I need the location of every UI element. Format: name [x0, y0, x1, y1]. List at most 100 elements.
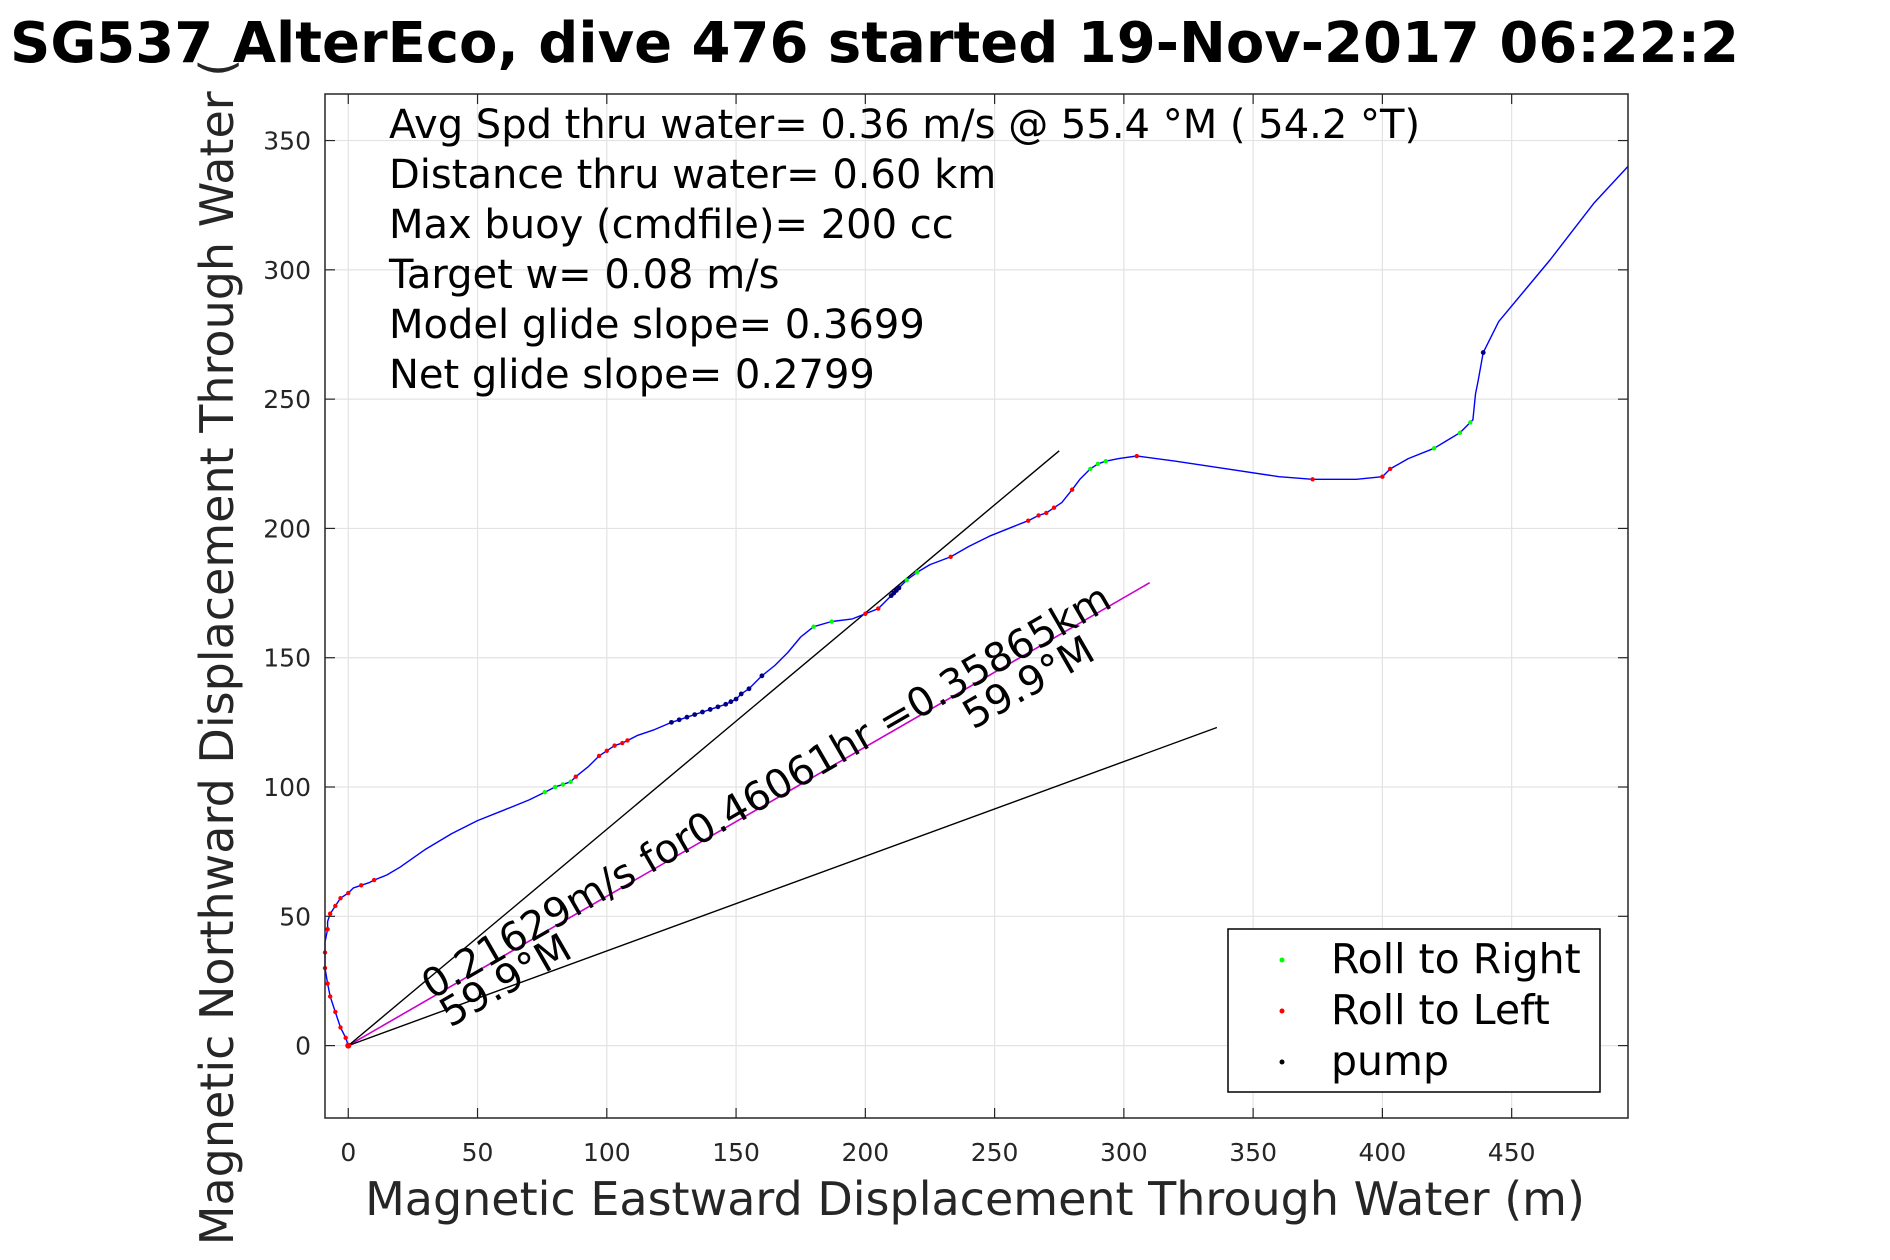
x-tick-label: 400	[1359, 1138, 1407, 1167]
x-tick-label: 0	[340, 1138, 356, 1167]
track-line	[324, 165, 1629, 1046]
legend-label-roll-left: Roll to Left	[1331, 986, 1550, 1034]
roll-right-point	[1457, 430, 1463, 435]
roll-left-point	[1051, 505, 1057, 510]
info-model-glide-slope: Model glide slope= 0.3699	[389, 302, 925, 348]
roll-left-point	[596, 753, 602, 759]
x-axis-label: Magnetic Eastward Displacement Through W…	[365, 1172, 1585, 1226]
roll-left-point	[1044, 510, 1049, 516]
roll-left-point	[1069, 487, 1075, 492]
x-tick-label: 250	[971, 1138, 1019, 1167]
reference-line-lower	[348, 726, 1218, 1047]
y-tick-label: 250	[263, 385, 311, 414]
pump-point	[676, 717, 682, 723]
pump-point	[1480, 350, 1486, 355]
legend: Roll to Right Roll to Left pump	[1227, 928, 1601, 1093]
x-tick-label: 50	[462, 1138, 494, 1167]
roll-left-point	[612, 743, 617, 748]
roll-left-point	[371, 877, 377, 883]
roll-right-point	[560, 782, 566, 787]
roll-right-point	[1095, 461, 1101, 466]
pump-point	[669, 719, 674, 725]
roll-right-point	[914, 570, 920, 575]
pump-point	[684, 714, 690, 720]
roll-left-point	[1134, 453, 1139, 459]
pump-point	[733, 696, 739, 702]
roll-left-point	[620, 740, 625, 746]
roll-left-point	[325, 927, 330, 932]
plot-frame	[324, 93, 1629, 1119]
roll-left-point	[604, 748, 609, 754]
x-tick-label: 100	[583, 1138, 631, 1167]
y-tick-label: 50	[279, 902, 311, 931]
roll-left-point	[325, 981, 330, 986]
chart-title: SG537 AlterEco, dive 476 started 19-Nov-…	[10, 11, 1739, 76]
roll-left-point	[333, 903, 338, 909]
legend-label-pump: pump	[1331, 1037, 1449, 1085]
markers	[322, 350, 1486, 1049]
roll-left-point	[948, 554, 953, 560]
y-axis-label: Magnetic Northward Displacement Through …	[190, 59, 244, 1245]
roll-left-point	[346, 890, 351, 896]
track-series	[324, 165, 1629, 1046]
roll-left-point	[338, 1025, 343, 1030]
roll-right-point	[1103, 458, 1108, 464]
legend-box	[1227, 928, 1601, 1093]
pump-point	[707, 707, 713, 712]
info-max-buoy: Max buoy (cmdfile)= 200 cc	[389, 202, 954, 248]
legend-marker-roll-right	[1279, 957, 1285, 963]
roll-left-point	[333, 1009, 338, 1015]
roll-left-point	[573, 774, 578, 779]
roll-left-point	[1036, 513, 1041, 518]
roll-left-point	[327, 994, 333, 999]
x-tick-label: 300	[1100, 1138, 1148, 1167]
legend-marker-roll-left	[1279, 1008, 1285, 1014]
y-tick-label: 300	[263, 256, 311, 285]
roll-left-point	[358, 883, 364, 888]
pump-point	[715, 704, 721, 710]
x-tick-label: 150	[712, 1138, 760, 1167]
info-distance: Distance thru water= 0.60 km	[389, 152, 996, 198]
roll-right-point	[1088, 466, 1093, 472]
legend-label-roll-right: Roll to Right	[1331, 935, 1581, 983]
roll-left-point	[1380, 474, 1385, 479]
roll-left-point	[876, 606, 881, 611]
x-tick-label: 350	[1229, 1138, 1277, 1167]
roll-left-point	[1310, 477, 1315, 482]
y-tick-label: 0	[295, 1032, 311, 1061]
y-tick-label: 350	[263, 127, 311, 156]
info-text-block: Avg Spd thru water= 0.36 m/s @ 55.4 °M (…	[388, 102, 1420, 398]
reference-line-upper	[347, 450, 1060, 1047]
info-net-glide-slope: Net glide slope= 0.2799	[389, 352, 875, 398]
roll-left-point	[625, 738, 630, 743]
y-tick-label: 200	[263, 514, 311, 543]
roll-left-point	[1026, 518, 1031, 523]
roll-left-point	[327, 911, 333, 916]
roll-right-point	[568, 779, 573, 785]
x-tick-label: 450	[1488, 1138, 1536, 1167]
roll-right-point	[552, 784, 558, 790]
info-avg-speed: Avg Spd thru water= 0.36 m/s @ 55.4 °M (…	[389, 102, 1420, 148]
roll-left-point	[863, 611, 868, 616]
roll-right-point	[1468, 420, 1473, 425]
roll-right-point	[829, 619, 834, 624]
x-tick-label: 200	[841, 1138, 889, 1167]
roll-left-point	[343, 1035, 348, 1041]
reference-lines	[347, 450, 1218, 1047]
roll-left-point	[338, 896, 343, 901]
pump-point	[700, 709, 705, 715]
pump-point	[759, 673, 765, 679]
roll-right-point	[904, 577, 909, 583]
pump-point	[728, 699, 734, 705]
pump-point	[723, 701, 729, 707]
roll-right-point	[811, 624, 816, 629]
pump-point	[896, 585, 902, 591]
origin-point	[345, 1042, 352, 1049]
info-target-w: Target w= 0.08 m/s	[388, 252, 779, 298]
pump-point	[746, 686, 752, 692]
current-vector-line	[347, 582, 1151, 1047]
pump-point	[738, 691, 744, 697]
roll-right-point	[542, 789, 547, 795]
roll-right-point	[1431, 446, 1437, 451]
